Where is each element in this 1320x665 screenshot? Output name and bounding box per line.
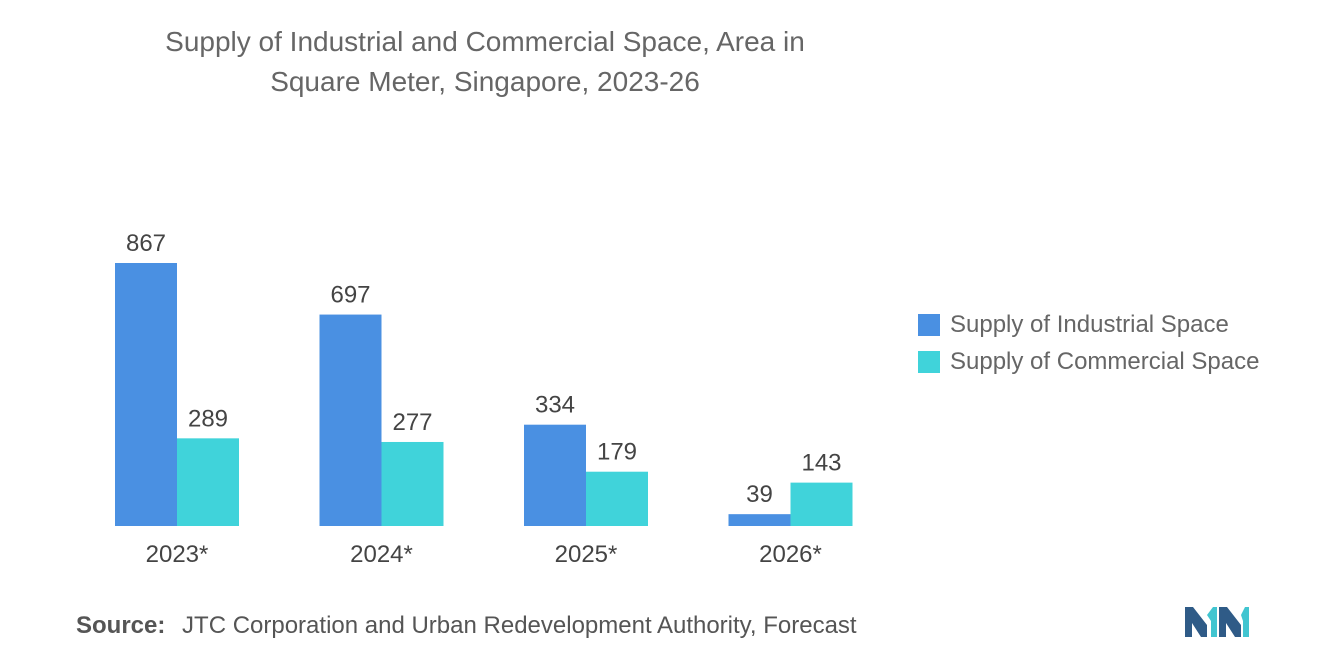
chart-title: Supply of Industrial and Commercial Spac… (60, 22, 910, 102)
bar-industrial-3[interactable] (728, 514, 791, 526)
bar-commercial-3[interactable] (790, 482, 853, 526)
data-label-commercial-0: 289 (188, 405, 228, 432)
legend-item-industrial[interactable]: Supply of Industrial Space (918, 306, 1259, 343)
mordor-intelligence-logo-icon (1185, 607, 1249, 637)
data-label-industrial-2: 334 (535, 392, 575, 419)
legend-swatch-industrial (918, 313, 940, 336)
bar-industrial-2[interactable] (524, 424, 586, 526)
data-label-industrial-1: 697 (330, 282, 370, 309)
data-label-commercial-2: 179 (597, 439, 637, 466)
legend-item-commercial[interactable]: Supply of Commercial Space (918, 343, 1259, 380)
data-label-industrial-0: 867 (126, 230, 166, 257)
bar-industrial-1[interactable] (319, 314, 382, 526)
bar-commercial-0[interactable] (177, 438, 239, 526)
chart-legend: Supply of Industrial Space Supply of Com… (918, 306, 1259, 380)
data-label-commercial-3: 143 (801, 450, 841, 477)
x-tick-label-1: 2024* (350, 541, 413, 568)
legend-label-industrial: Supply of Industrial Space (950, 310, 1229, 338)
x-tick-label-2: 2025* (555, 541, 618, 568)
source-text: JTC Corporation and Urban Redevelopment … (182, 612, 857, 639)
chart-title-line-2: Square Meter, Singapore, 2023-26 (270, 66, 700, 97)
bar-industrial-0[interactable] (115, 263, 177, 526)
x-tick-label-3: 2026* (759, 541, 822, 568)
source-label: Source: (76, 612, 166, 639)
legend-swatch-commercial (918, 350, 940, 373)
chart-title-line-1: Supply of Industrial and Commercial Spac… (165, 26, 805, 57)
data-label-industrial-3: 39 (746, 481, 773, 508)
x-tick-label-0: 2023* (146, 541, 209, 568)
source-note: Source: JTC Corporation and Urban Redeve… (76, 612, 857, 640)
bar-commercial-2[interactable] (586, 471, 648, 526)
legend-label-commercial: Supply of Commercial Space (950, 347, 1260, 375)
data-label-commercial-1: 277 (392, 409, 432, 436)
bar-commercial-1[interactable] (381, 441, 444, 526)
